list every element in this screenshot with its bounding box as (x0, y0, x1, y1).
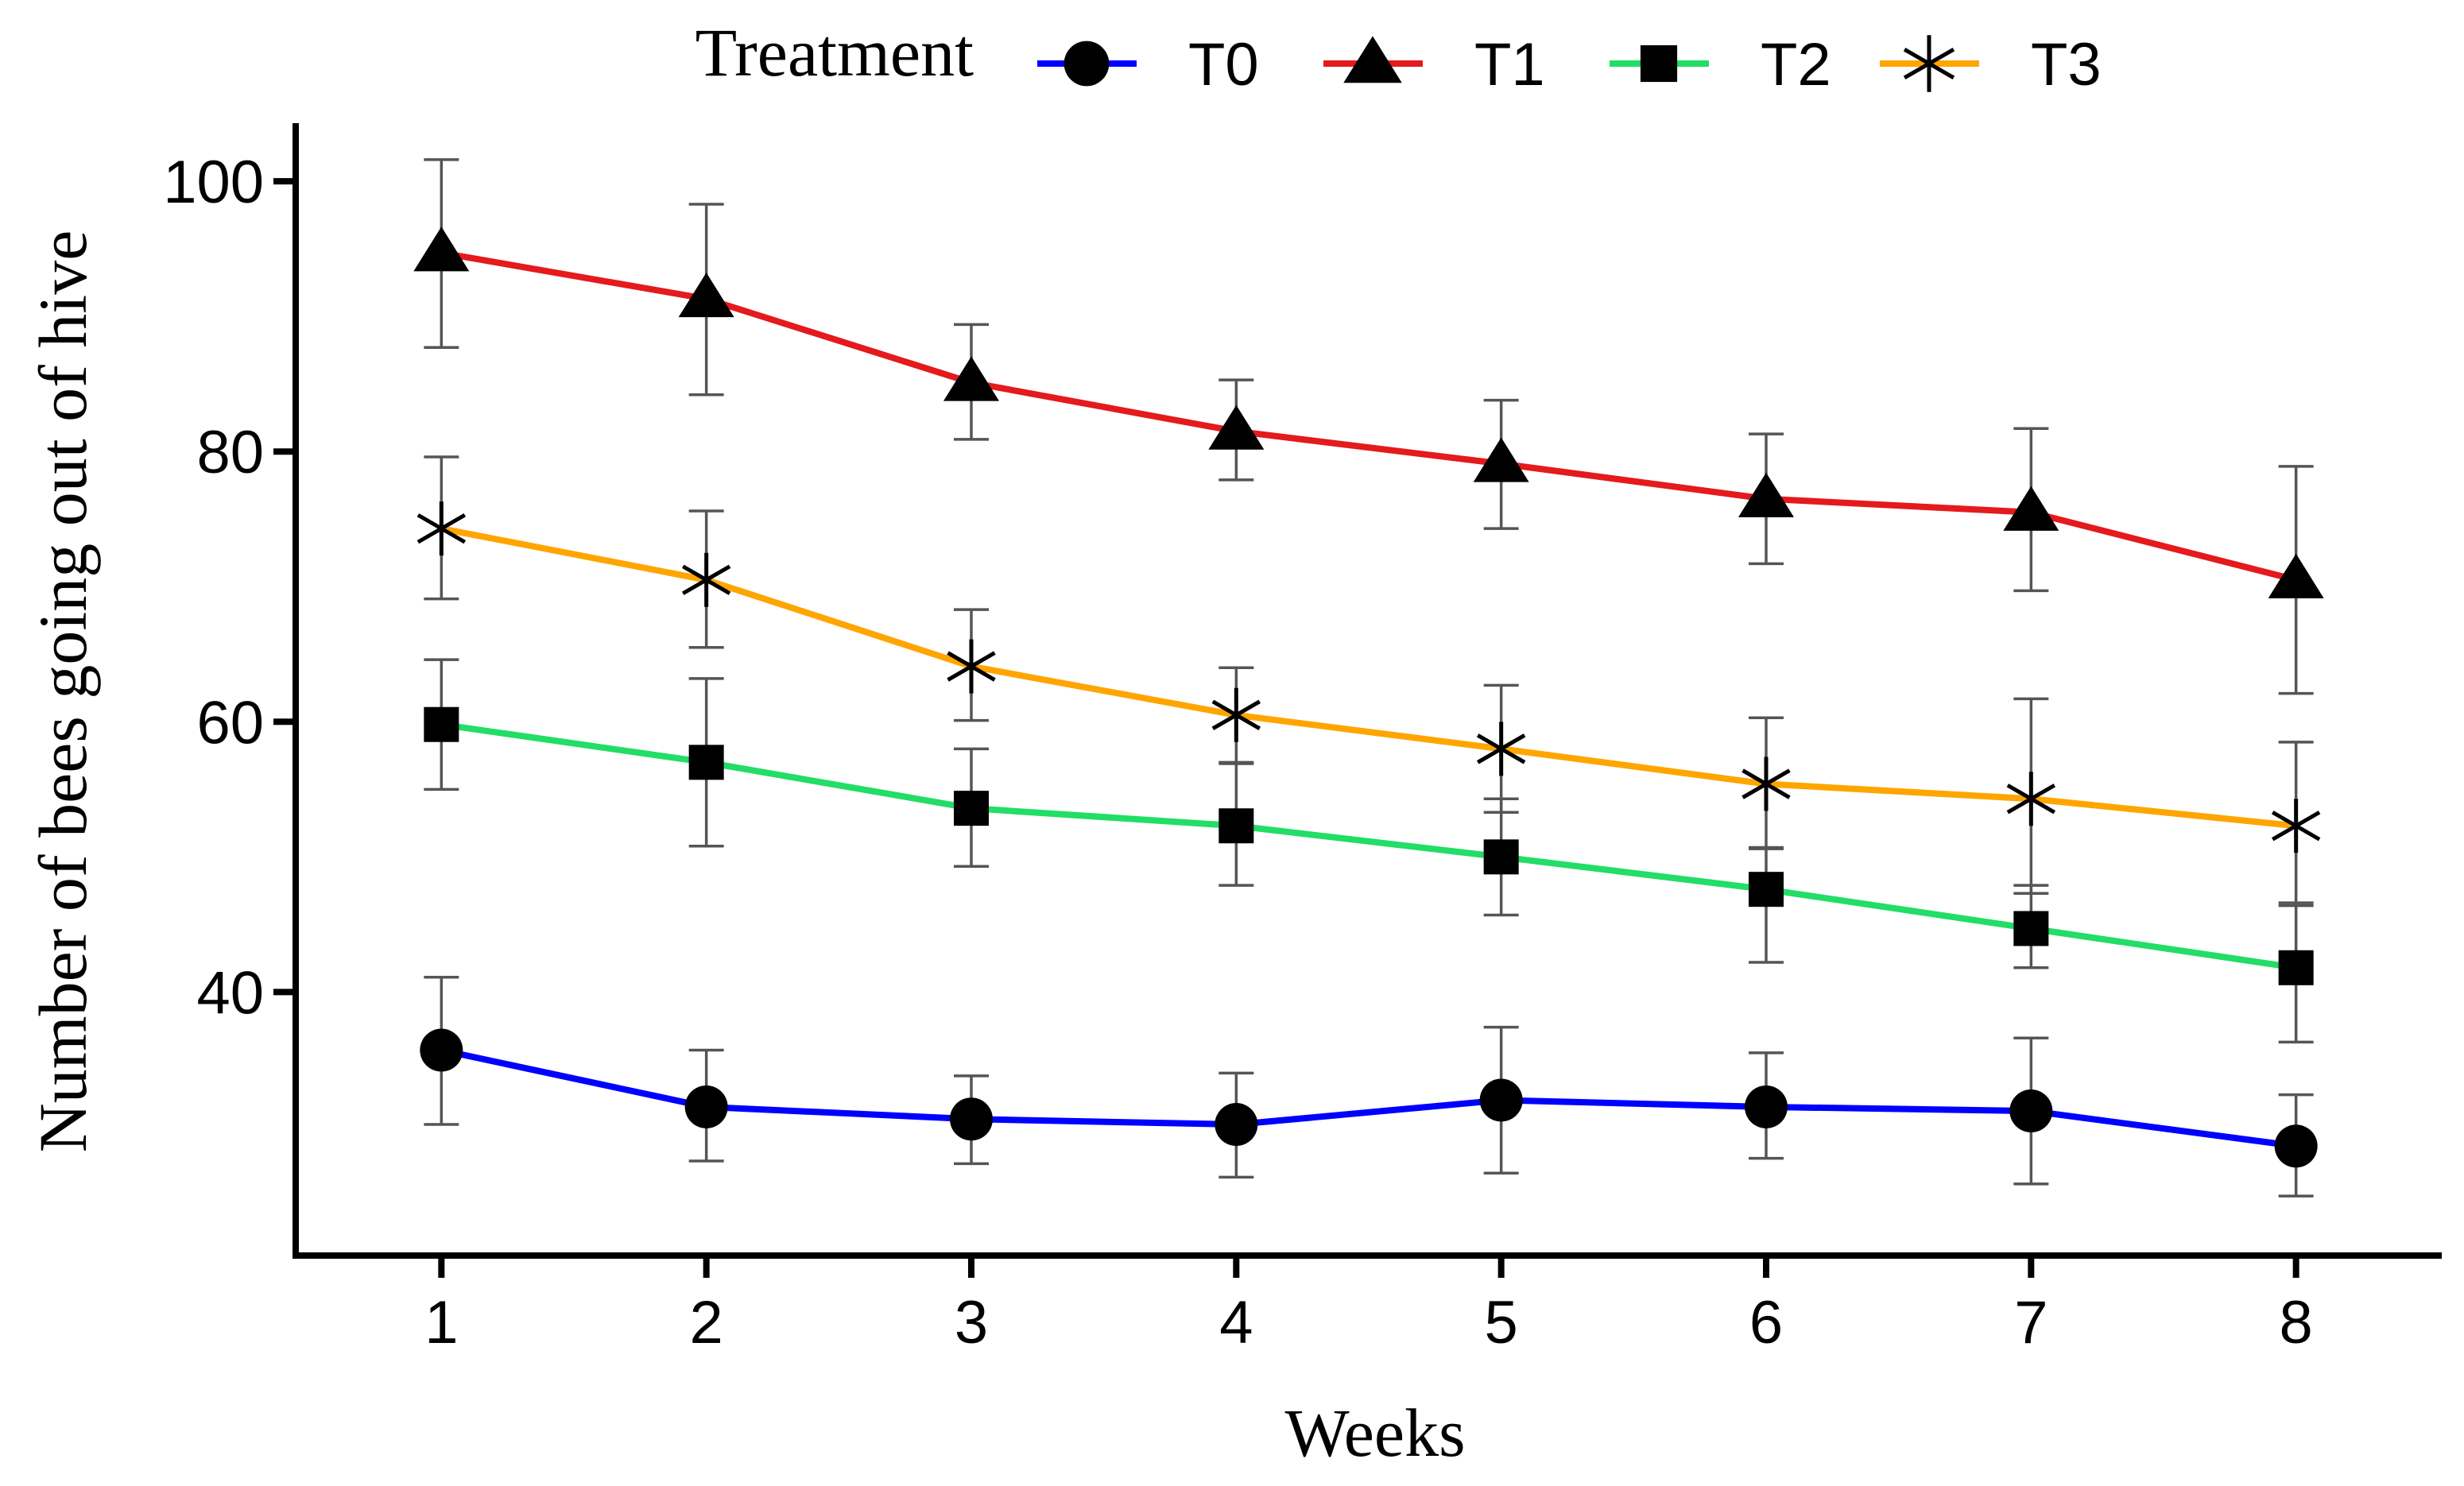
legend-label: T3 (2031, 31, 2102, 99)
data-point (2013, 911, 2049, 946)
series-line (440, 721, 2297, 971)
y-tick-label: 40 (196, 959, 264, 1027)
y-tick-label: 100 (163, 149, 264, 216)
data-point (1211, 687, 1261, 742)
legend-label: T0 (1188, 31, 1259, 99)
marker-stroke (2006, 784, 2056, 815)
legend-item-t2: T2 (1610, 31, 1831, 99)
legend-item-t3: T3 (1880, 31, 2102, 99)
data-point (2278, 950, 2314, 985)
legend-marker (1640, 45, 1678, 83)
marker-stroke (681, 564, 731, 595)
marker-stroke (947, 651, 996, 682)
data-point (1483, 839, 1519, 875)
x-tick-label: 6 (1749, 1289, 1783, 1356)
legend-item-t1: T1 (1323, 31, 1545, 99)
series-t1 (413, 158, 2324, 695)
series-layer (413, 158, 2324, 1198)
data-point (1749, 872, 1784, 907)
series-line (440, 250, 2297, 583)
marker-stroke (1211, 699, 1261, 730)
data-point (1738, 472, 1794, 517)
data-point (1473, 437, 1529, 482)
marker-stroke (2271, 811, 2321, 842)
data-point (678, 273, 734, 318)
x-tick-label: 7 (2014, 1289, 2048, 1356)
data-point (1208, 404, 1265, 450)
y-tick-label: 60 (196, 689, 264, 757)
data-point (2268, 553, 2324, 598)
legend-label: T2 (1761, 31, 1831, 99)
y-axis-title: Number of bees going out of hive (25, 230, 101, 1153)
marker-stroke (1741, 768, 1791, 799)
data-point (2009, 1089, 2053, 1133)
x-tick-label: 8 (2280, 1289, 2313, 1356)
data-point (424, 706, 459, 742)
data-point (416, 501, 467, 556)
data-point (1745, 1085, 1788, 1128)
series-t3 (416, 455, 2321, 907)
x-tick-label: 1 (424, 1289, 458, 1356)
marker-stroke (1903, 47, 1955, 80)
data-point (681, 552, 731, 607)
legend-label: T1 (1474, 31, 1545, 99)
data-point (2003, 486, 2059, 531)
x-tick-label: 4 (1219, 1289, 1253, 1356)
series-line (440, 525, 2297, 830)
data-point (420, 1028, 463, 1072)
legend-marker (1063, 41, 1110, 87)
x-tick-label: 2 (690, 1289, 723, 1356)
x-tick-label: 3 (955, 1289, 988, 1356)
data-point (1215, 1103, 1258, 1147)
legend-marker (1343, 36, 1402, 83)
data-point (684, 1085, 728, 1128)
series-line (440, 1047, 2297, 1150)
marker-stroke (416, 513, 467, 544)
data-point (1741, 757, 1791, 811)
series-t0 (420, 975, 2318, 1198)
error-bars (424, 455, 2314, 907)
legend: Treatment T0 T1 T2 T3 (695, 14, 2102, 99)
y-tick-label: 80 (196, 419, 264, 486)
data-point (943, 356, 999, 401)
legend-items: T0 T1 T2 T3 (1037, 31, 2102, 99)
data-point (2274, 1124, 2318, 1168)
data-point (1479, 1078, 1523, 1122)
x-tick-label: 5 (1485, 1289, 1518, 1356)
data-point (950, 1097, 993, 1141)
data-point (2006, 772, 2056, 826)
data-point (1218, 808, 1254, 844)
axes: 40 60 80 100 1 2 3 4 5 6 7 8 (163, 123, 2442, 1356)
data-point (1476, 722, 1526, 776)
data-point (947, 639, 996, 694)
legend-item-t0: T0 (1037, 31, 1259, 99)
marker-stroke (1476, 733, 1526, 764)
data-point (954, 791, 989, 826)
legend-title: Treatment (695, 14, 974, 91)
x-axis-title: Weeks (1284, 1395, 1465, 1471)
data-point (2271, 799, 2321, 853)
legend-marker (1903, 35, 1955, 92)
data-point (413, 226, 470, 272)
data-point (688, 745, 724, 780)
